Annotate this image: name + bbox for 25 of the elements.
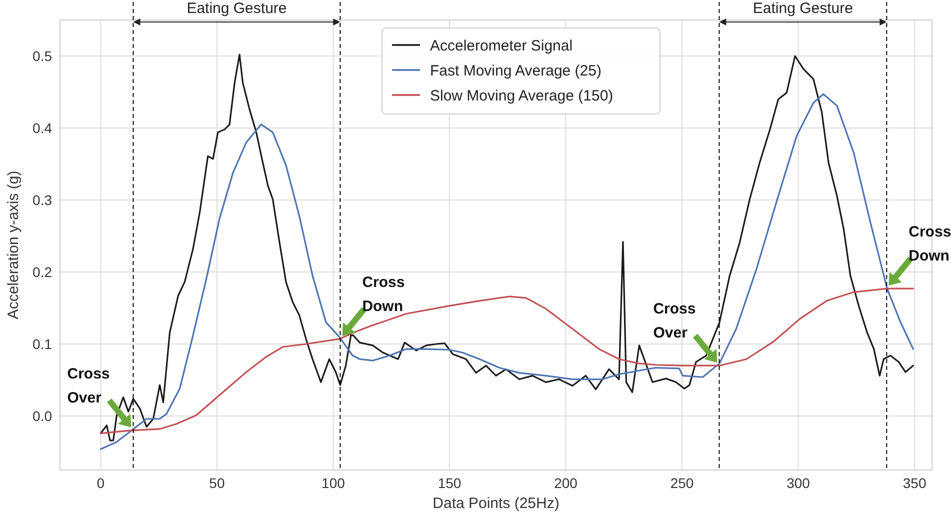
x-tick-label: 200	[554, 475, 578, 491]
annotation: Cross Down	[908, 224, 951, 265]
y-tick-label: 0.3	[32, 192, 52, 208]
legend-label: Slow Moving Average (150)	[430, 87, 614, 104]
x-tick-label: 50	[209, 475, 225, 491]
y-tick-label: 0.4	[32, 120, 52, 136]
y-tick-label: 0.2	[32, 264, 52, 280]
y-axis-title: Acceleration y-axis (g)	[5, 170, 22, 320]
y-tick-label: 0.1	[32, 336, 52, 352]
text: Eating Gesture	[186, 0, 287, 17]
y-tick-label: 0.5	[32, 48, 52, 64]
annotation: Cross Down	[362, 274, 405, 315]
y-tick-label: 0.0	[32, 408, 52, 424]
legend-label: Accelerometer Signal	[430, 37, 573, 54]
x-tick-label: 150	[438, 475, 462, 491]
x-tick-label: 0	[96, 475, 105, 491]
x-axis-title: Data Points (25Hz)	[432, 495, 560, 512]
legend-label: Fast Moving Average (25)	[430, 62, 602, 80]
annotation: Cross Over	[67, 365, 110, 406]
x-tick-label: 100	[322, 475, 346, 491]
x-tick-label: 300	[786, 475, 810, 491]
text: Eating Gesture	[752, 0, 853, 17]
x-tick-label: 350	[902, 475, 926, 491]
annotation: Cross Over	[653, 300, 696, 342]
x-tick-label: 250	[670, 475, 694, 491]
